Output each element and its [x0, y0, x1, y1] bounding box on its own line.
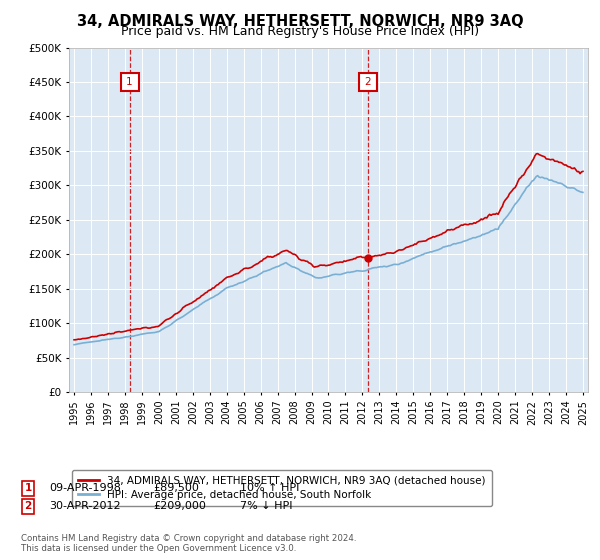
Legend: 34, ADMIRALS WAY, HETHERSETT, NORWICH, NR9 3AQ (detached house), HPI: Average pr: 34, ADMIRALS WAY, HETHERSETT, NORWICH, N… [71, 469, 492, 506]
Text: £209,000: £209,000 [153, 501, 206, 511]
Text: 10% ↑ HPI: 10% ↑ HPI [240, 483, 299, 493]
Text: 30-APR-2012: 30-APR-2012 [49, 501, 121, 511]
Text: Contains HM Land Registry data © Crown copyright and database right 2024.
This d: Contains HM Land Registry data © Crown c… [21, 534, 356, 553]
Text: 1: 1 [126, 77, 133, 87]
Text: 7% ↓ HPI: 7% ↓ HPI [240, 501, 293, 511]
Text: 34, ADMIRALS WAY, HETHERSETT, NORWICH, NR9 3AQ: 34, ADMIRALS WAY, HETHERSETT, NORWICH, N… [77, 14, 523, 29]
Text: 1: 1 [25, 483, 32, 493]
Text: 2: 2 [365, 77, 371, 87]
Text: Price paid vs. HM Land Registry's House Price Index (HPI): Price paid vs. HM Land Registry's House … [121, 25, 479, 38]
Text: 09-APR-1998: 09-APR-1998 [49, 483, 121, 493]
Text: 2: 2 [25, 501, 32, 511]
Text: £89,500: £89,500 [153, 483, 199, 493]
